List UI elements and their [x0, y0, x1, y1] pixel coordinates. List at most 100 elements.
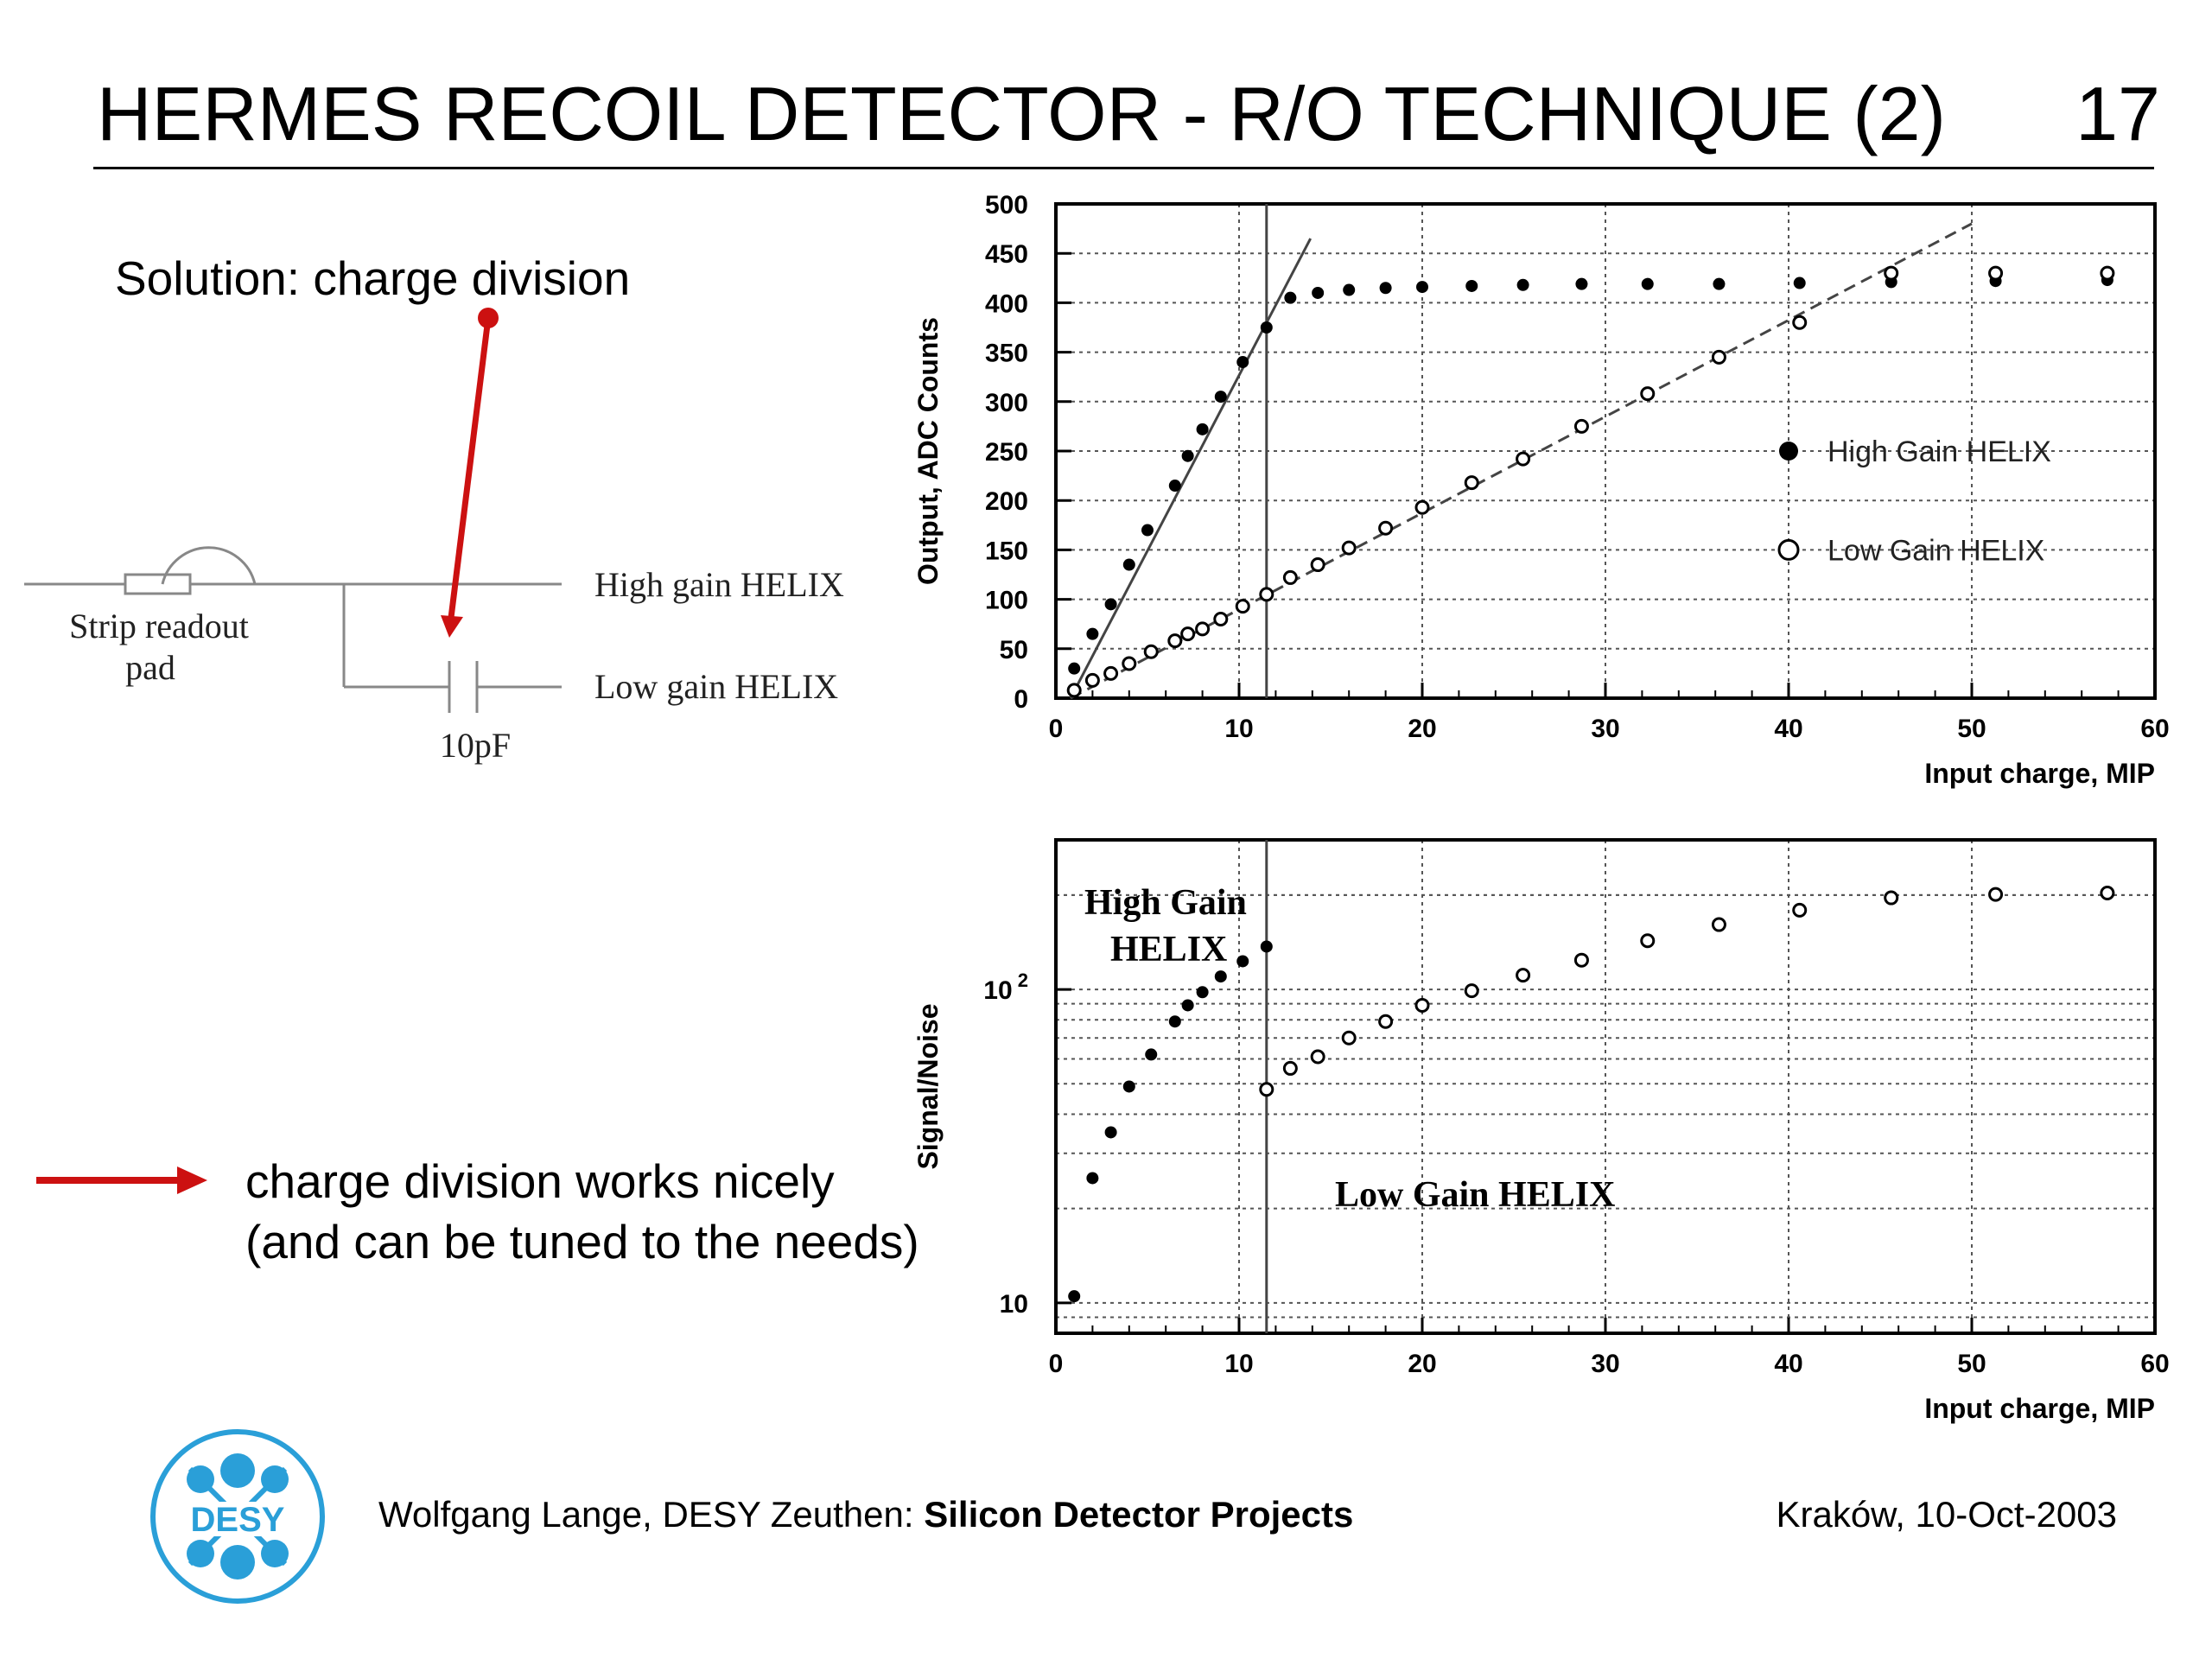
point-low-gain: [1378, 1014, 1394, 1029]
point-low-gain: [1235, 599, 1250, 614]
x-tick-label: 10: [1224, 715, 1253, 743]
point-high-gain: [1214, 970, 1227, 983]
point-high-gain: [1343, 283, 1356, 296]
point-high-gain: [1379, 282, 1392, 295]
slide-title: HERMES RECOIL DETECTOR - R/O TECHNIQUE (…: [97, 71, 1946, 156]
point-high-gain: [1516, 278, 1529, 291]
slide-number: 17: [2075, 71, 2160, 156]
point-low-gain: [1143, 644, 1159, 659]
point-low-gain: [1464, 983, 1479, 999]
point-low-gain: [1259, 587, 1274, 602]
point-high-gain: [1713, 277, 1726, 290]
point-low-gain: [1414, 997, 1430, 1013]
x-tick-label: 20: [1408, 715, 1436, 743]
point-low-gain: [1792, 315, 1808, 330]
point-high-gain: [1641, 277, 1654, 290]
point-low-gain: [1084, 672, 1100, 688]
x-tick-label: 0: [1049, 1350, 1064, 1378]
y-tick-label: 50: [1000, 636, 1028, 664]
point-high-gain: [1416, 281, 1428, 294]
x-tick-label: 10: [1224, 1350, 1253, 1378]
point-low-gain: [1573, 952, 1589, 968]
pad-label-line1: Strip readout: [69, 607, 249, 645]
point-high-gain: [1196, 986, 1209, 999]
y-tick-label: 100: [985, 587, 1028, 615]
point-high-gain: [1104, 1126, 1117, 1139]
point-high-gain: [1068, 662, 1081, 675]
y-tick-label: 10: [1000, 1290, 1028, 1319]
y-tick-label: 150: [985, 537, 1028, 565]
y-tick-label: 500: [985, 191, 1028, 219]
point-low-gain: [1122, 656, 1137, 671]
point-high-gain: [1236, 955, 1249, 968]
point-high-gain: [1465, 279, 1478, 292]
x-axis-title: Input charge, MIP: [1924, 1393, 2155, 1424]
chart-annotation: Low Gain HELIX: [1335, 1175, 1615, 1215]
point-high-gain: [1122, 1080, 1135, 1093]
chart-annotation: High Gain: [1084, 883, 1247, 923]
point-low-gain: [1180, 626, 1196, 642]
point-low-gain: [1640, 386, 1656, 402]
point-high-gain: [1260, 321, 1273, 334]
point-low-gain: [2100, 886, 2115, 901]
x-tick-label: 30: [1591, 715, 1619, 743]
point-low-gain: [1282, 569, 1298, 585]
x-tick-label: 20: [1408, 1350, 1436, 1378]
point-low-gain: [1341, 1030, 1357, 1046]
point-high-gain: [1793, 276, 1806, 289]
x-axis-title: Input charge, MIP: [1924, 758, 2155, 789]
point-high-gain: [1086, 1172, 1099, 1185]
point-low-gain: [1988, 887, 2004, 902]
point-high-gain: [1312, 286, 1325, 299]
point-low-gain: [1310, 557, 1325, 573]
point-low-gain: [1792, 902, 1808, 918]
capacitor-label: 10pF: [440, 726, 511, 765]
bond-wire-arc: [161, 546, 257, 585]
red-pointer-arrow: [441, 308, 499, 638]
point-high-gain: [1196, 423, 1209, 435]
point-high-gain: [1068, 1290, 1081, 1303]
point-low-gain: [1988, 265, 2004, 281]
y-tick-label: 400: [985, 289, 1028, 318]
point-low-gain: [1414, 499, 1430, 515]
solution-text: Solution: charge division: [115, 251, 631, 305]
point-low-gain: [1259, 1082, 1274, 1097]
point-low-gain: [1711, 917, 1726, 932]
point-low-gain: [1195, 621, 1211, 637]
svg-text:DESY: DESY: [191, 1501, 285, 1539]
y-tick-label: 10 2: [983, 969, 1028, 1005]
title-divider: [93, 167, 2154, 169]
y-axis-title: Signal/Noise: [912, 1003, 944, 1169]
pad-label-line2: pad: [125, 648, 175, 687]
x-tick-label: 30: [1591, 1350, 1619, 1378]
fit-line: [1069, 238, 1313, 699]
point-high-gain: [1284, 291, 1297, 304]
x-tick-label: 50: [1957, 1350, 1986, 1378]
legend-label-low: Low Gain HELIX: [1827, 534, 2044, 567]
footer-author-name: Wolfgang Lange, DESY Zeuthen:: [378, 1494, 925, 1535]
y-tick-label: 250: [985, 438, 1028, 467]
point-high-gain: [1104, 598, 1117, 611]
x-tick-label: 0: [1049, 715, 1064, 743]
point-low-gain: [1341, 540, 1357, 556]
point-low-gain: [1516, 451, 1531, 467]
point-high-gain: [1260, 940, 1273, 953]
point-high-gain: [1145, 1048, 1158, 1061]
x-tick-label: 60: [2140, 715, 2169, 743]
x-tick-label: 40: [1774, 1350, 1802, 1378]
chart-annotation: HELIX: [1110, 930, 1227, 969]
point-low-gain: [1573, 418, 1589, 434]
point-low-gain: [1103, 665, 1119, 681]
conclusion-line-2: (and can be tuned to the needs): [245, 1215, 919, 1268]
legend-label-high: High Gain HELIX: [1827, 435, 2051, 468]
point-low-gain: [1213, 611, 1229, 626]
point-low-gain: [1711, 349, 1726, 365]
point-high-gain: [1214, 391, 1227, 404]
y-tick-label: 200: [985, 487, 1028, 516]
desy-logo: DESY: [150, 1429, 325, 1604]
y-axis-title: Output, ADC Counts: [912, 317, 944, 585]
